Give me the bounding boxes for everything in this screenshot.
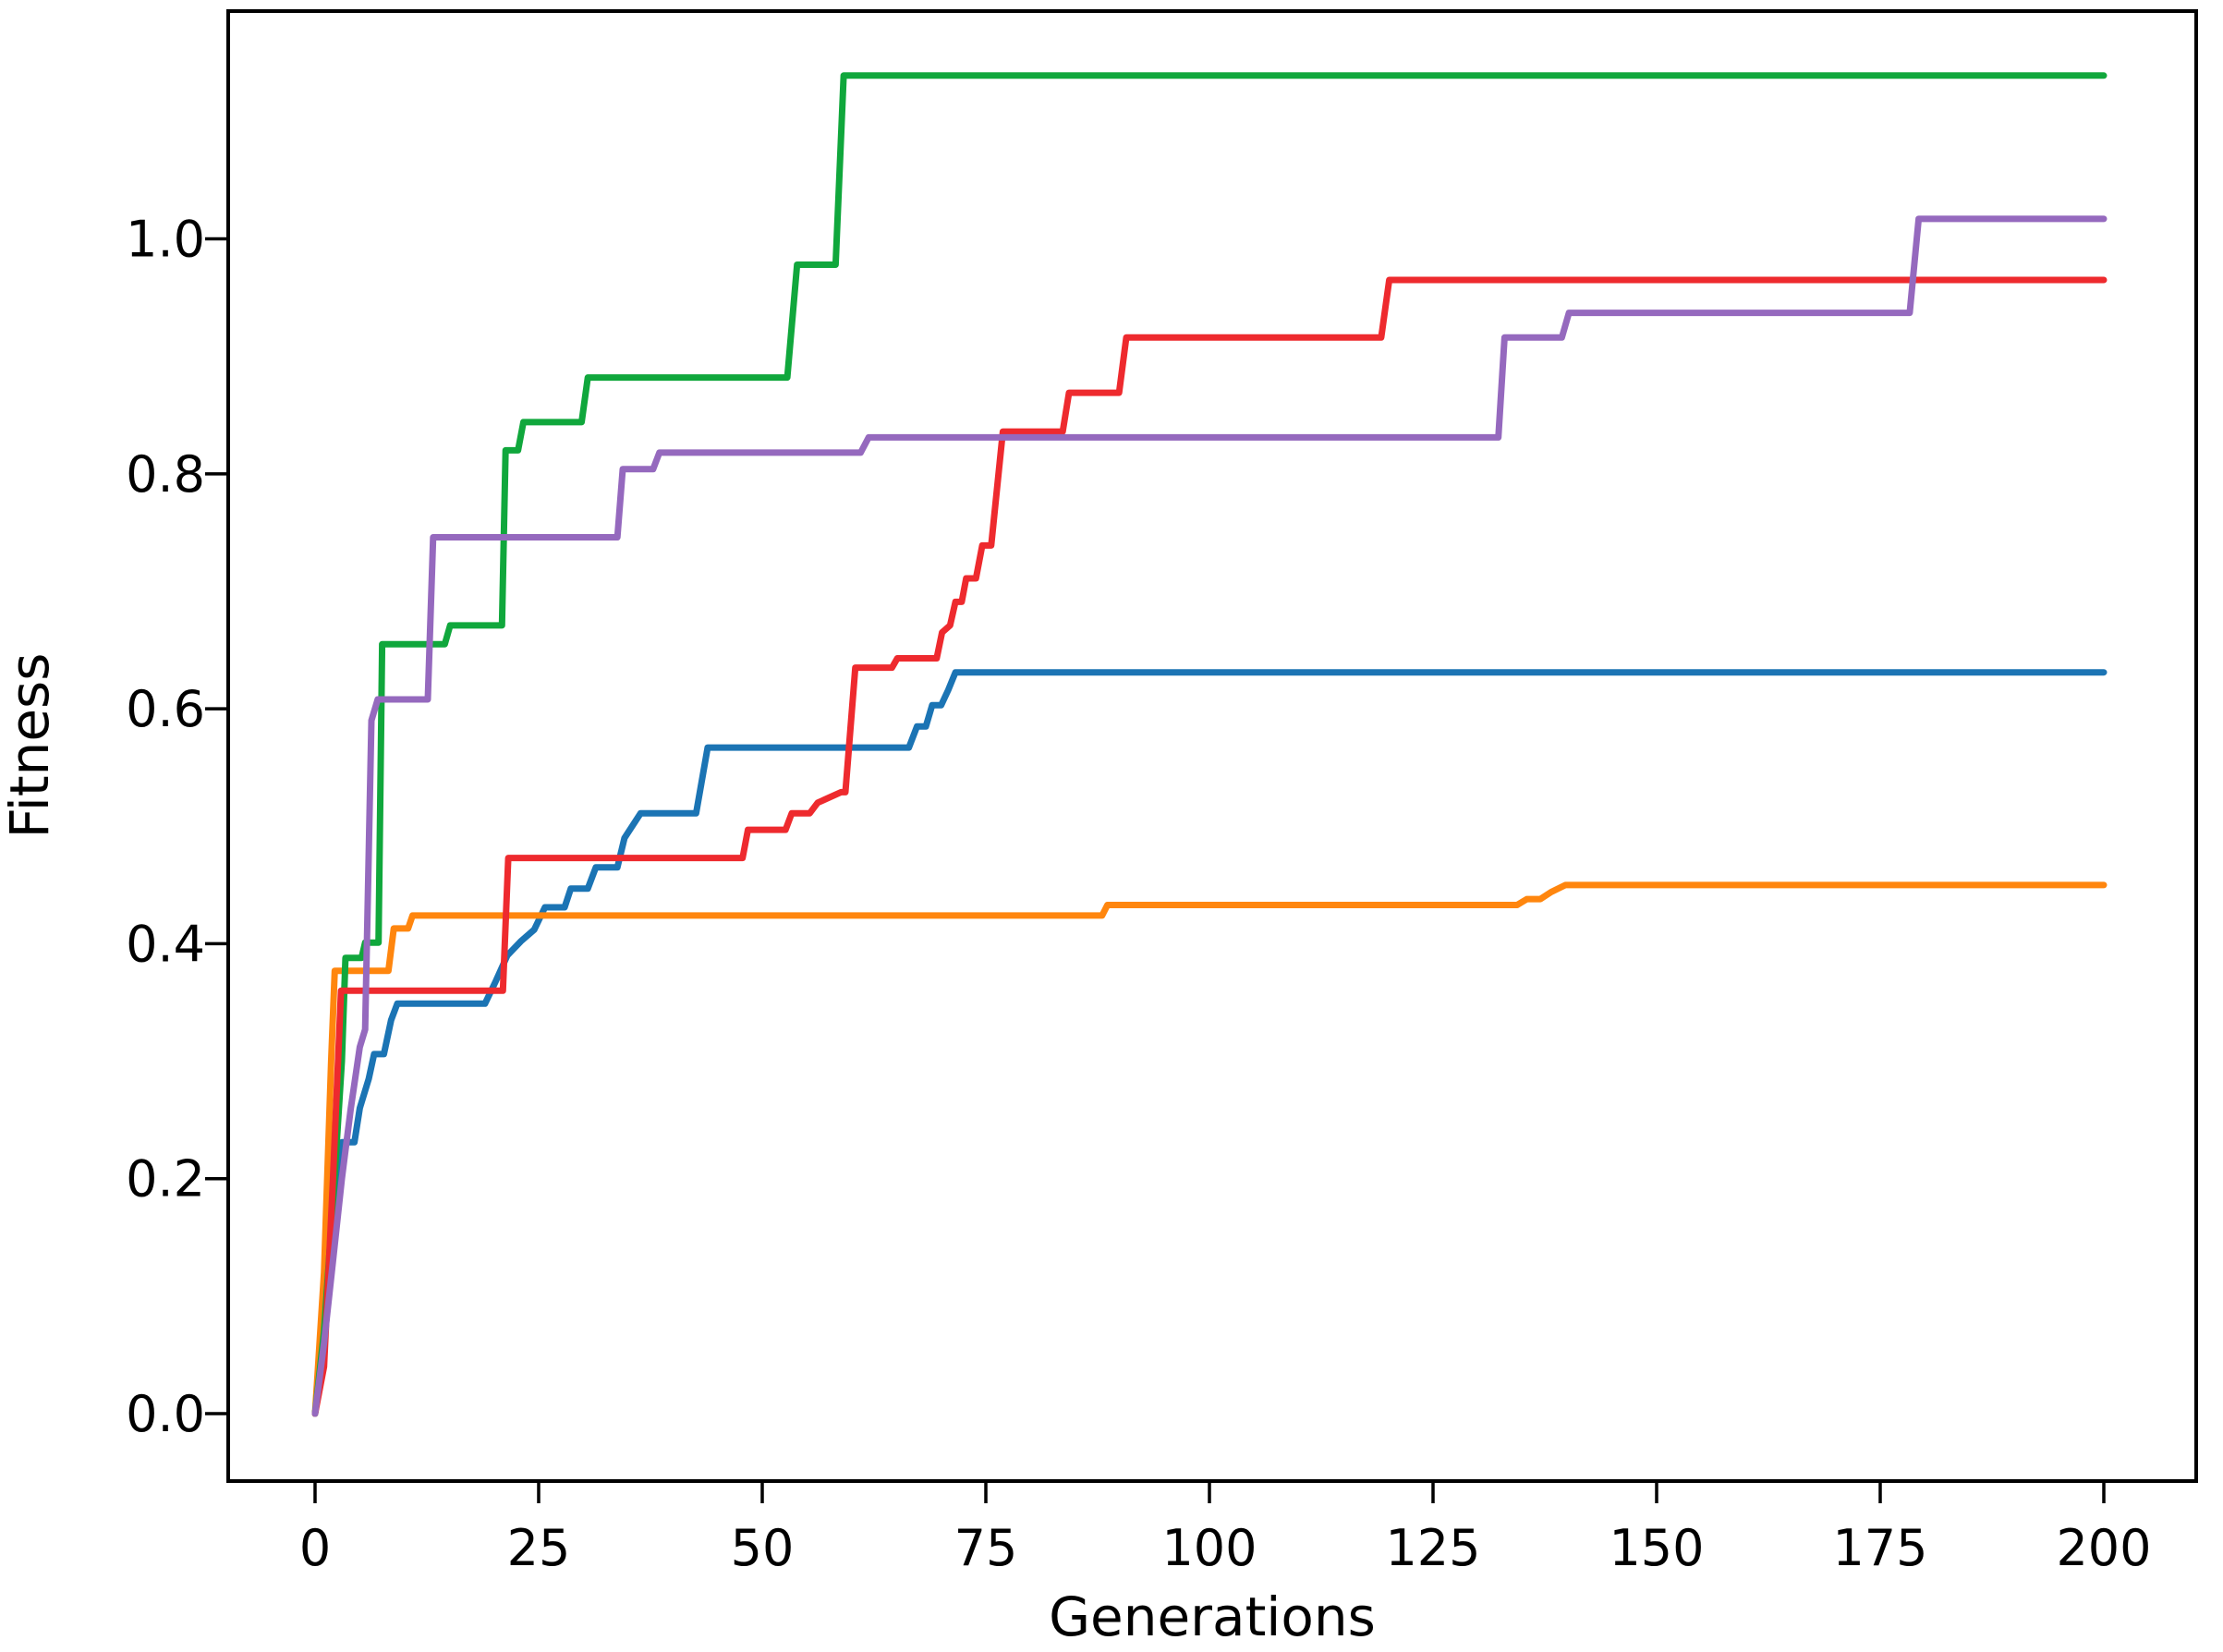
- y-tick-label: 0.8: [126, 445, 205, 504]
- y-tick-label: 0.4: [126, 915, 205, 973]
- x-axis-title: Generations: [1049, 1585, 1376, 1648]
- y-tick-label: 0.6: [126, 680, 205, 738]
- series-green-run-line: [311, 72, 2108, 1417]
- x-tick-label: 150: [1609, 1519, 1704, 1577]
- y-tick-label: 0.0: [126, 1385, 205, 1443]
- y-tick-label: 0.2: [126, 1150, 205, 1209]
- x-tick-label: 50: [731, 1519, 795, 1577]
- x-tick-label: 25: [507, 1519, 571, 1577]
- series-purple-run-line: [311, 215, 2108, 1417]
- x-tick-label: 125: [1385, 1519, 1480, 1577]
- plot-area: [226, 9, 2198, 1483]
- series-blue-run-line: [311, 669, 2108, 1417]
- x-tick-label: 200: [2056, 1519, 2151, 1577]
- series-orange-run-line: [311, 881, 2108, 1417]
- x-tick-label: 100: [1161, 1519, 1257, 1577]
- y-tick-label: 1.0: [126, 211, 205, 269]
- series-red-run-line: [311, 276, 2108, 1417]
- x-tick-label: 175: [1832, 1519, 1927, 1577]
- y-axis-title: Fitness: [0, 653, 61, 839]
- x-tick-label: 75: [954, 1519, 1018, 1577]
- x-tick-label: 0: [299, 1519, 331, 1577]
